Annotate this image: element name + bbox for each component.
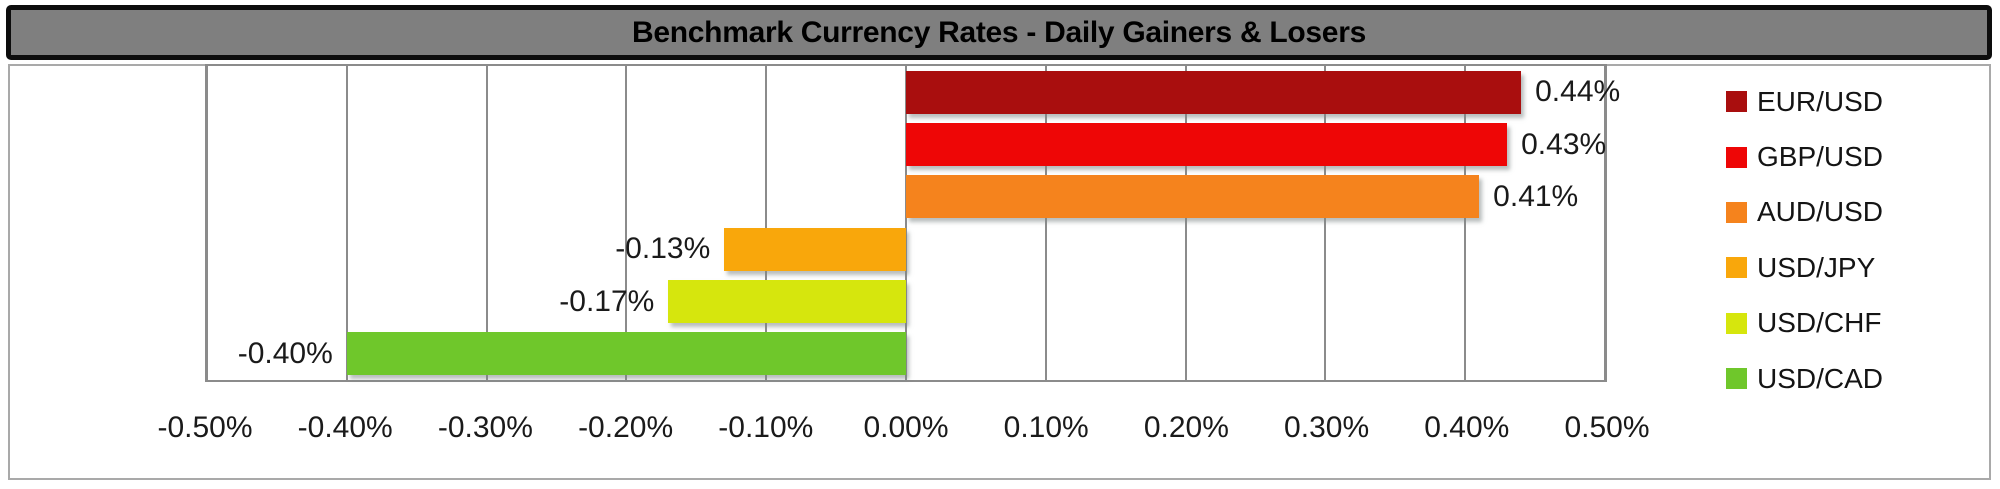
gridline bbox=[905, 66, 907, 380]
x-tick-label: 0.30% bbox=[1284, 411, 1370, 444]
legend-item-usd-cad: USD/CAD bbox=[1726, 351, 1988, 406]
bar-value-usd-cad: -0.40% bbox=[237, 336, 333, 370]
legend-swatch-gbp-usd bbox=[1726, 146, 1747, 168]
bar-usd-chf bbox=[668, 280, 906, 323]
gridline bbox=[1184, 66, 1187, 380]
legend-label-aud-usd: AUD/USD bbox=[1757, 196, 1884, 228]
plot-area: 0.44% 0.43% 0.41% -0.13% -0.17% -0.40% bbox=[205, 64, 1620, 382]
legend-swatch-aud-usd bbox=[1726, 201, 1747, 223]
x-axis: -0.50% -0.40% -0.30% -0.20% -0.10% 0.00% 0.10%… bbox=[157, 410, 1649, 450]
bar-value-gbp-usd: 0.43% bbox=[1521, 127, 1607, 161]
chart-title-bar: Benchmark Currency Rates - Daily Gainers… bbox=[6, 5, 1992, 60]
bar-value-eur-usd: 0.44% bbox=[1535, 75, 1621, 109]
gridline bbox=[1324, 66, 1327, 380]
x-tick-label: -0.20% bbox=[578, 411, 674, 444]
legend-swatch-usd-chf bbox=[1726, 312, 1747, 334]
gridline bbox=[1464, 66, 1467, 380]
gridline bbox=[485, 66, 488, 380]
bar-gbp-usd bbox=[906, 123, 1508, 166]
x-tick-label: 0.00% bbox=[863, 411, 949, 444]
legend-item-gbp-usd: GBP/USD bbox=[1726, 129, 1988, 184]
bar-eur-usd bbox=[906, 70, 1522, 114]
legend-swatch-usd-jpy bbox=[1726, 257, 1747, 279]
legend-label-usd-cad: USD/CAD bbox=[1757, 362, 1884, 394]
legend-swatch-eur-usd bbox=[1726, 91, 1747, 113]
legend-label-gbp-usd: GBP/USD bbox=[1757, 141, 1884, 173]
bar-value-usd-jpy: -0.13% bbox=[615, 232, 711, 266]
legend-label-eur-usd: EUR/USD bbox=[1757, 85, 1884, 117]
x-tick-label: 0.40% bbox=[1424, 411, 1510, 444]
bar-value-aud-usd: 0.41% bbox=[1493, 179, 1579, 213]
bar-aud-usd bbox=[906, 175, 1480, 219]
bar-usd-cad bbox=[346, 332, 906, 376]
legend-item-usd-jpy: USD/JPY bbox=[1726, 240, 1988, 295]
x-tick-label: -0.40% bbox=[297, 411, 393, 444]
x-tick-label: 0.50% bbox=[1564, 411, 1650, 444]
gridline bbox=[625, 66, 628, 380]
legend: EUR/USD GBP/USD AUD/USD USD/JPY USD/CHF USD/C… bbox=[1726, 74, 1988, 406]
gridline bbox=[345, 66, 348, 380]
gridline bbox=[1604, 66, 1606, 380]
legend-item-eur-usd: EUR/USD bbox=[1726, 74, 1988, 129]
x-tick-label: -0.50% bbox=[157, 411, 253, 444]
legend-swatch-usd-cad bbox=[1726, 368, 1747, 390]
x-tick-label: 0.20% bbox=[1143, 411, 1229, 444]
legend-item-aud-usd: AUD/USD bbox=[1726, 185, 1988, 240]
gridline bbox=[1044, 66, 1047, 380]
x-tick-label: -0.10% bbox=[718, 411, 814, 444]
chart-title: Benchmark Currency Rates - Daily Gainers… bbox=[632, 15, 1366, 49]
bar-value-usd-chf: -0.17% bbox=[559, 284, 655, 318]
gridline bbox=[206, 66, 208, 380]
x-tick-label: -0.30% bbox=[437, 411, 533, 444]
bar-usd-jpy bbox=[724, 227, 906, 271]
gridline bbox=[765, 66, 768, 380]
x-tick-label: 0.10% bbox=[1003, 411, 1089, 444]
legend-label-usd-chf: USD/CHF bbox=[1757, 307, 1882, 339]
legend-label-usd-jpy: USD/JPY bbox=[1757, 251, 1876, 283]
legend-item-usd-chf: USD/CHF bbox=[1726, 296, 1988, 351]
